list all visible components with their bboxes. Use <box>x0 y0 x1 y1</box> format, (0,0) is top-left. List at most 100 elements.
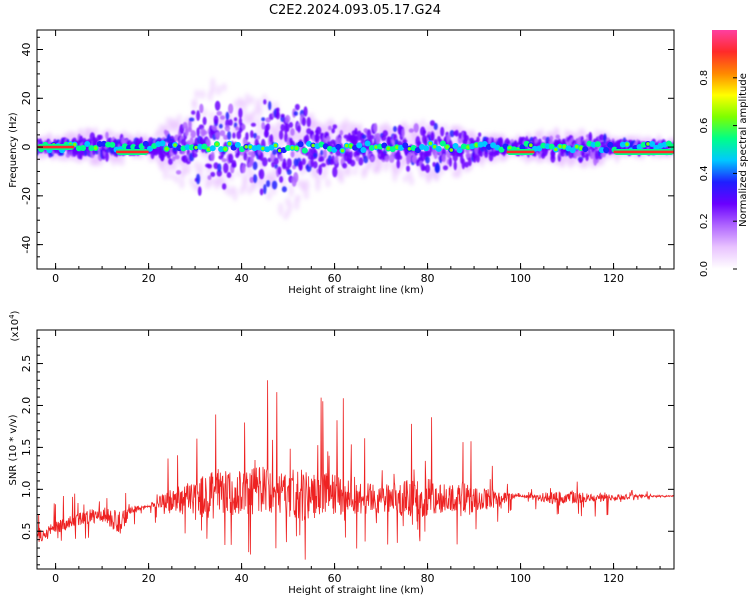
spectral-core-blob <box>360 147 367 154</box>
y-tick-label: 0.5 <box>20 523 33 541</box>
spectral-peak-blob <box>349 144 353 148</box>
spectral-halo <box>347 121 353 129</box>
spectral-blob <box>276 107 280 113</box>
y-tick-label: 1.5 <box>20 439 33 457</box>
spectral-peak-blob <box>428 141 433 146</box>
spectral-halo <box>193 160 199 171</box>
spectral-blob <box>401 128 405 138</box>
spectral-blob <box>262 157 268 167</box>
spectral-blob <box>442 165 449 171</box>
spectral-blob <box>269 134 274 144</box>
spectral-halo <box>271 125 277 138</box>
spectral-core-blob <box>301 147 308 154</box>
spectral-blob <box>226 131 232 140</box>
spectral-blob <box>293 172 299 183</box>
spectral-blob <box>245 132 249 141</box>
spectral-blob <box>332 124 338 129</box>
spectral-halo <box>233 99 239 108</box>
spectral-blob <box>105 131 109 140</box>
snr-ylabel: SNR (10 * v/v) <box>8 414 19 485</box>
spectral-blob <box>250 122 257 127</box>
spectral-blob <box>250 130 254 138</box>
spectral-halo <box>403 123 409 133</box>
spectral-blob <box>370 156 375 162</box>
x-tick-label: 40 <box>235 272 249 285</box>
spectral-core-blob <box>285 144 292 151</box>
spectral-blob <box>297 125 301 133</box>
spectral-core-blob <box>414 147 421 154</box>
x-tick-label: 60 <box>328 572 342 585</box>
spectral-core-blob <box>435 145 442 152</box>
spectral-blob <box>464 161 469 168</box>
spectral-peak-blob <box>261 146 265 151</box>
spectral-blob <box>279 175 284 183</box>
spectral-blob <box>448 156 452 167</box>
colorbar-tick-label: 0.2 <box>699 213 710 229</box>
spectral-core-blob <box>603 147 610 154</box>
y-tick-label: 0 <box>20 144 33 151</box>
spectral-blob <box>207 175 212 181</box>
spectral-halo <box>158 123 164 136</box>
spectral-blob <box>476 136 480 144</box>
spectral-blob <box>600 151 607 158</box>
spectral-halo <box>266 191 272 201</box>
spectral-blob <box>588 131 593 142</box>
spectral-blob <box>210 171 216 177</box>
spectral-blob <box>184 128 189 137</box>
spectral-blob <box>326 135 331 142</box>
spectral-blob <box>290 128 295 136</box>
spectral-blob <box>168 158 173 165</box>
spectral-blob <box>312 161 318 169</box>
spectral-peak-blob <box>474 143 479 147</box>
spectral-peak-blob <box>395 145 399 150</box>
spectral-blob <box>319 155 325 162</box>
spectral-blob <box>249 155 254 166</box>
spectral-blob <box>278 130 284 140</box>
spectral-peak-blob <box>575 144 579 149</box>
spectral-blob <box>294 103 300 111</box>
spectral-blob <box>303 106 308 117</box>
spectral-peak-blob <box>290 146 295 150</box>
spectral-halo <box>244 92 250 107</box>
spectral-blob <box>408 128 414 133</box>
spectral-core-blob <box>364 140 371 147</box>
spectral-blob <box>191 110 196 115</box>
spectral-blob <box>434 162 440 173</box>
spectral-blob <box>331 127 336 134</box>
spectral-halo <box>174 174 180 184</box>
spectral-halo <box>176 114 182 121</box>
spectral-blob <box>196 127 200 137</box>
spectral-blob <box>261 121 266 130</box>
spectral-blob <box>318 164 323 176</box>
spectral-core-blob <box>331 146 338 153</box>
spectral-blob <box>449 130 455 138</box>
spectral-halo <box>236 170 242 177</box>
spectral-core-blob <box>209 145 216 152</box>
spectral-halo <box>362 168 368 177</box>
spectral-blob <box>282 158 287 169</box>
spectral-blob <box>214 100 221 111</box>
spectral-blob <box>223 162 229 174</box>
spectrogram-ticks: 0 20 40 60 80 100 120 -40 -20 0 20 40 <box>20 30 674 285</box>
spectral-blob <box>311 134 316 142</box>
spectral-halo <box>162 167 168 181</box>
spectral-blob <box>192 152 198 158</box>
spectral-core-blob <box>184 144 191 151</box>
spectral-blob <box>350 159 356 167</box>
spectral-core-blob <box>498 146 505 153</box>
spectral-blob <box>576 149 582 157</box>
spectral-blob <box>393 126 398 133</box>
spectral-blob <box>498 138 504 146</box>
spectral-halo <box>409 176 415 186</box>
spectral-blob <box>221 158 227 163</box>
snr-panel: 0 20 40 60 80 100 120 0.5 1.0 1.5 2.0 2.5 Height of… <box>8 310 675 596</box>
spectral-halo <box>294 196 300 211</box>
spectral-peak-blob <box>344 143 349 148</box>
spectral-blob <box>189 137 194 146</box>
spectral-halo <box>186 163 192 175</box>
spectral-blob <box>299 161 303 171</box>
spectral-halo <box>357 122 363 131</box>
spectral-peak-blob <box>72 142 77 147</box>
x-tick-label: 100 <box>510 572 531 585</box>
spectral-blob <box>271 180 278 190</box>
